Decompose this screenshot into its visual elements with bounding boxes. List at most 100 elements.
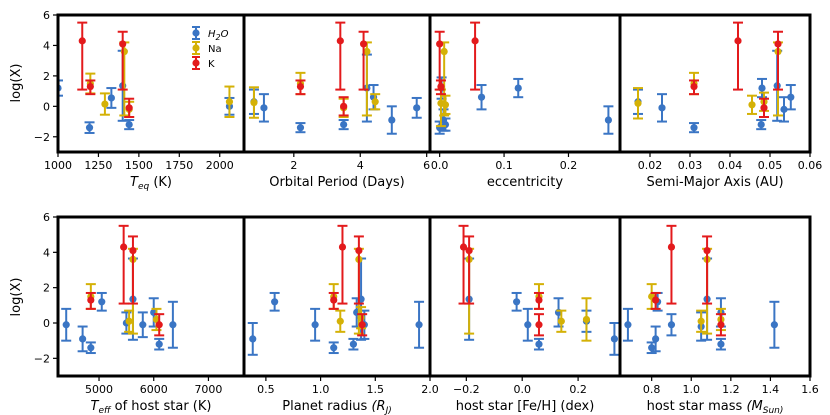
legend: H2O Na K [192, 26, 229, 70]
x-axis-label: Semi-Major Axis (AU) [646, 175, 783, 190]
marker [87, 344, 95, 352]
marker [535, 296, 543, 304]
data-point-H2O [511, 291, 522, 312]
data-point-H2O [386, 105, 397, 135]
y-axis-label-top: log(X) [9, 64, 24, 103]
data-point-H2O [646, 341, 657, 355]
data-point-H2O [609, 322, 620, 356]
marker [513, 298, 521, 306]
marker [101, 100, 109, 108]
x-tick-label: 0.2 [569, 383, 587, 396]
marker [388, 116, 396, 124]
x-tick-label: 1.4 [762, 383, 780, 396]
data-point-K [335, 21, 346, 91]
marker [98, 298, 106, 306]
marker [770, 321, 778, 329]
marker [748, 101, 756, 109]
data-point-K [533, 291, 544, 310]
panel-8: 0.8 1.0 1.2 1.4 1.6 host star mass (MSun) [618, 215, 819, 415]
marker [690, 82, 698, 91]
marker [340, 102, 348, 110]
marker [249, 335, 257, 343]
marker [514, 84, 522, 92]
plot-area [244, 15, 430, 152]
data-point-K [533, 313, 544, 337]
y-tick-label: −2 [34, 352, 50, 365]
x-axis-label: eccentricity [487, 175, 563, 190]
data-point-Na [370, 93, 381, 111]
marker [363, 47, 371, 56]
marker [349, 340, 358, 348]
marker [311, 321, 319, 329]
x-tick-label: 7000 [194, 383, 222, 396]
x-tick-label: 1.6 [801, 383, 819, 396]
marker [471, 37, 479, 45]
data-point-H2O [779, 96, 789, 123]
data-point-H2O [411, 96, 422, 119]
panel-frame [618, 13, 812, 154]
marker [260, 104, 268, 112]
x-tick-label: 1.2 [722, 383, 740, 396]
data-point-K [328, 291, 339, 310]
marker [610, 335, 619, 343]
data-point-H2O [666, 313, 677, 337]
marker [465, 246, 473, 255]
data-point-K [117, 30, 128, 91]
data-point-K [689, 79, 699, 96]
data-point-H2O [124, 119, 135, 131]
data-point-H2O [247, 322, 258, 356]
x-tick-label: 2 [290, 159, 297, 172]
data-point-H2O [96, 291, 107, 312]
data-point-K [759, 97, 769, 118]
marker [774, 40, 782, 48]
marker [336, 37, 344, 45]
x-tick-label: 1.0 [683, 383, 701, 396]
x-tick-label: 1250 [84, 159, 112, 172]
panel-6: 0.5 1.0 1.5 2.0 Planet radius (RJ) [242, 215, 439, 415]
series-layer [633, 21, 796, 134]
data-point-H2O [715, 337, 726, 351]
data-point-H2O [77, 325, 88, 353]
marker [652, 335, 660, 343]
data-point-H2O [295, 122, 306, 134]
series-layer [458, 224, 620, 356]
panel-7: −0.2 0.0 0.2 host star [Fe/H] (dex) [428, 215, 622, 414]
x-axis-label: Planet radius (RJ) [282, 399, 392, 415]
data-point-H2O [258, 93, 269, 123]
marker [757, 121, 765, 129]
marker [359, 40, 368, 48]
marker [436, 40, 444, 48]
y-tick-label: 4 [43, 39, 50, 52]
y-tick-label: 6 [43, 211, 50, 224]
marker [85, 124, 94, 132]
data-point-Na [696, 309, 707, 333]
marker [717, 340, 725, 348]
marker [440, 47, 448, 56]
marker [79, 335, 87, 343]
data-point-K [353, 235, 364, 305]
marker [524, 321, 532, 329]
marker [459, 243, 468, 251]
marker [535, 340, 543, 348]
x-tick-label: 4 [357, 159, 364, 172]
data-point-K [702, 235, 713, 305]
data-point-K [435, 79, 446, 96]
marker [355, 246, 363, 255]
data-point-K [85, 291, 96, 310]
marker [667, 321, 676, 329]
x-tick-label: 0.8 [643, 383, 661, 396]
series-layer [247, 224, 425, 356]
x-tick-label: 0.05 [758, 159, 783, 172]
marker [690, 124, 698, 132]
marker [336, 317, 344, 325]
data-point-H2O [84, 121, 95, 134]
x-tick-label: 0.03 [678, 159, 703, 172]
data-point-H2O [476, 84, 487, 111]
series-layer [622, 224, 780, 355]
data-point-H2O [689, 122, 699, 134]
panel-2: 2 4 6 Orbital Period (Days) [242, 13, 432, 190]
x-tick-label: 0.0 [513, 383, 531, 396]
marker [734, 37, 742, 45]
data-point-H2O [622, 307, 633, 342]
